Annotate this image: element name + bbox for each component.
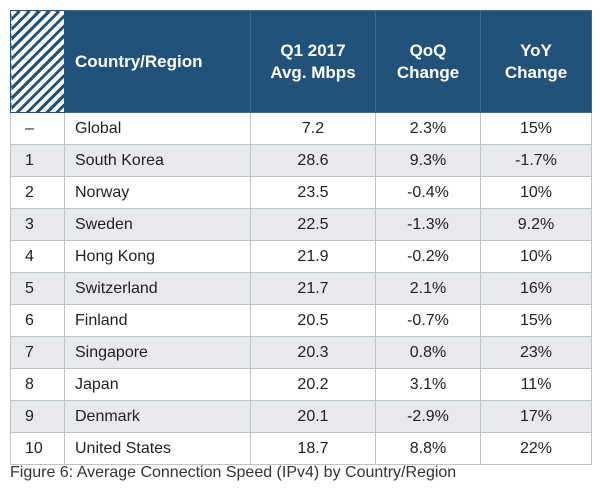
table-row: 10 United States 18.7 8.8% 22% — [10, 432, 592, 465]
avg-mbps-cell: 20.1 — [250, 400, 376, 433]
rank-cell: 10 — [10, 432, 65, 465]
country-cell: United States — [64, 432, 251, 465]
header-qoq-change: QoQ Change — [375, 10, 481, 113]
qoq-change-cell: -0.2% — [375, 240, 481, 273]
table-row: 4 Hong Kong 21.9 -0.2% 10% — [10, 240, 592, 273]
table-row: 9 Denmark 20.1 -2.9% 17% — [10, 400, 592, 433]
avg-mbps-cell: 7.2 — [250, 112, 376, 145]
yoy-change-cell: 16% — [480, 272, 592, 305]
yoy-change-cell: -1.7% — [480, 144, 592, 177]
country-cell: Denmark — [64, 400, 251, 433]
table-row: 7 Singapore 20.3 0.8% 23% — [10, 336, 592, 369]
header-row: Country/Region Q1 2017 Avg. Mbps QoQ Chang… — [10, 10, 592, 113]
yoy-change-cell: 9.2% — [480, 208, 592, 241]
rank-cell: 3 — [10, 208, 65, 241]
qoq-change-cell: 3.1% — [375, 368, 481, 401]
country-cell: South Korea — [64, 144, 251, 177]
country-cell: Hong Kong — [64, 240, 251, 273]
country-cell: Global — [64, 112, 251, 145]
rank-cell: 2 — [10, 176, 65, 209]
header-hatch-cell — [10, 10, 65, 113]
qoq-change-cell: -2.9% — [375, 400, 481, 433]
yoy-change-cell: 23% — [480, 336, 592, 369]
rank-cell: 1 — [10, 144, 65, 177]
header-yoy-change: YoY Change — [480, 10, 592, 113]
rank-cell: 7 — [10, 336, 65, 369]
avg-mbps-cell: 23.5 — [250, 176, 376, 209]
avg-mbps-cell: 20.5 — [250, 304, 376, 337]
country-cell: Sweden — [64, 208, 251, 241]
table-row: – Global 7.2 2.3% 15% — [10, 112, 592, 145]
qoq-change-cell: -0.7% — [375, 304, 481, 337]
yoy-change-cell: 11% — [480, 368, 592, 401]
avg-mbps-cell: 18.7 — [250, 432, 376, 465]
country-cell: Singapore — [64, 336, 251, 369]
avg-mbps-cell: 22.5 — [250, 208, 376, 241]
table-row: 8 Japan 20.2 3.1% 11% — [10, 368, 592, 401]
rank-cell: 5 — [10, 272, 65, 305]
table-row: 5 Switzerland 21.7 2.1% 16% — [10, 272, 592, 305]
table-body: – Global 7.2 2.3% 15% 1 South Korea 28.6 9.3% -1.… — [10, 112, 592, 465]
header-avg-mbps: Q1 2017 Avg. Mbps — [250, 10, 376, 113]
table-row: 1 South Korea 28.6 9.3% -1.7% — [10, 144, 592, 177]
yoy-change-cell: 22% — [480, 432, 592, 465]
qoq-change-cell: -1.3% — [375, 208, 481, 241]
avg-mbps-cell: 21.9 — [250, 240, 376, 273]
avg-mbps-cell: 28.6 — [250, 144, 376, 177]
avg-mbps-cell: 20.2 — [250, 368, 376, 401]
yoy-change-cell: 17% — [480, 400, 592, 433]
header-country-region: Country/Region — [64, 10, 251, 113]
qoq-change-cell: 9.3% — [375, 144, 481, 177]
country-cell: Switzerland — [64, 272, 251, 305]
avg-mbps-cell: 20.3 — [250, 336, 376, 369]
yoy-change-cell: 15% — [480, 304, 592, 337]
qoq-change-cell: 2.1% — [375, 272, 481, 305]
rank-cell: – — [10, 112, 65, 145]
yoy-change-cell: 10% — [480, 176, 592, 209]
yoy-change-cell: 10% — [480, 240, 592, 273]
rank-cell: 8 — [10, 368, 65, 401]
yoy-change-cell: 15% — [480, 112, 592, 145]
country-cell: Norway — [64, 176, 251, 209]
figure-caption: Figure 6: Average Connection Speed (IPv4… — [10, 464, 457, 481]
rank-cell: 4 — [10, 240, 65, 273]
avg-mbps-cell: 21.7 — [250, 272, 376, 305]
speed-table-container: Country/Region Q1 2017 Avg. Mbps QoQ Chang… — [10, 10, 592, 465]
country-cell: Finland — [64, 304, 251, 337]
table-row: 6 Finland 20.5 -0.7% 15% — [10, 304, 592, 337]
rank-cell: 9 — [10, 400, 65, 433]
table-row: 3 Sweden 22.5 -1.3% 9.2% — [10, 208, 592, 241]
qoq-change-cell: -0.4% — [375, 176, 481, 209]
qoq-change-cell: 0.8% — [375, 336, 481, 369]
qoq-change-cell: 2.3% — [375, 112, 481, 145]
qoq-change-cell: 8.8% — [375, 432, 481, 465]
connection-speed-table: Country/Region Q1 2017 Avg. Mbps QoQ Chang… — [10, 10, 592, 465]
table-row: 2 Norway 23.5 -0.4% 10% — [10, 176, 592, 209]
rank-cell: 6 — [10, 304, 65, 337]
country-cell: Japan — [64, 368, 251, 401]
